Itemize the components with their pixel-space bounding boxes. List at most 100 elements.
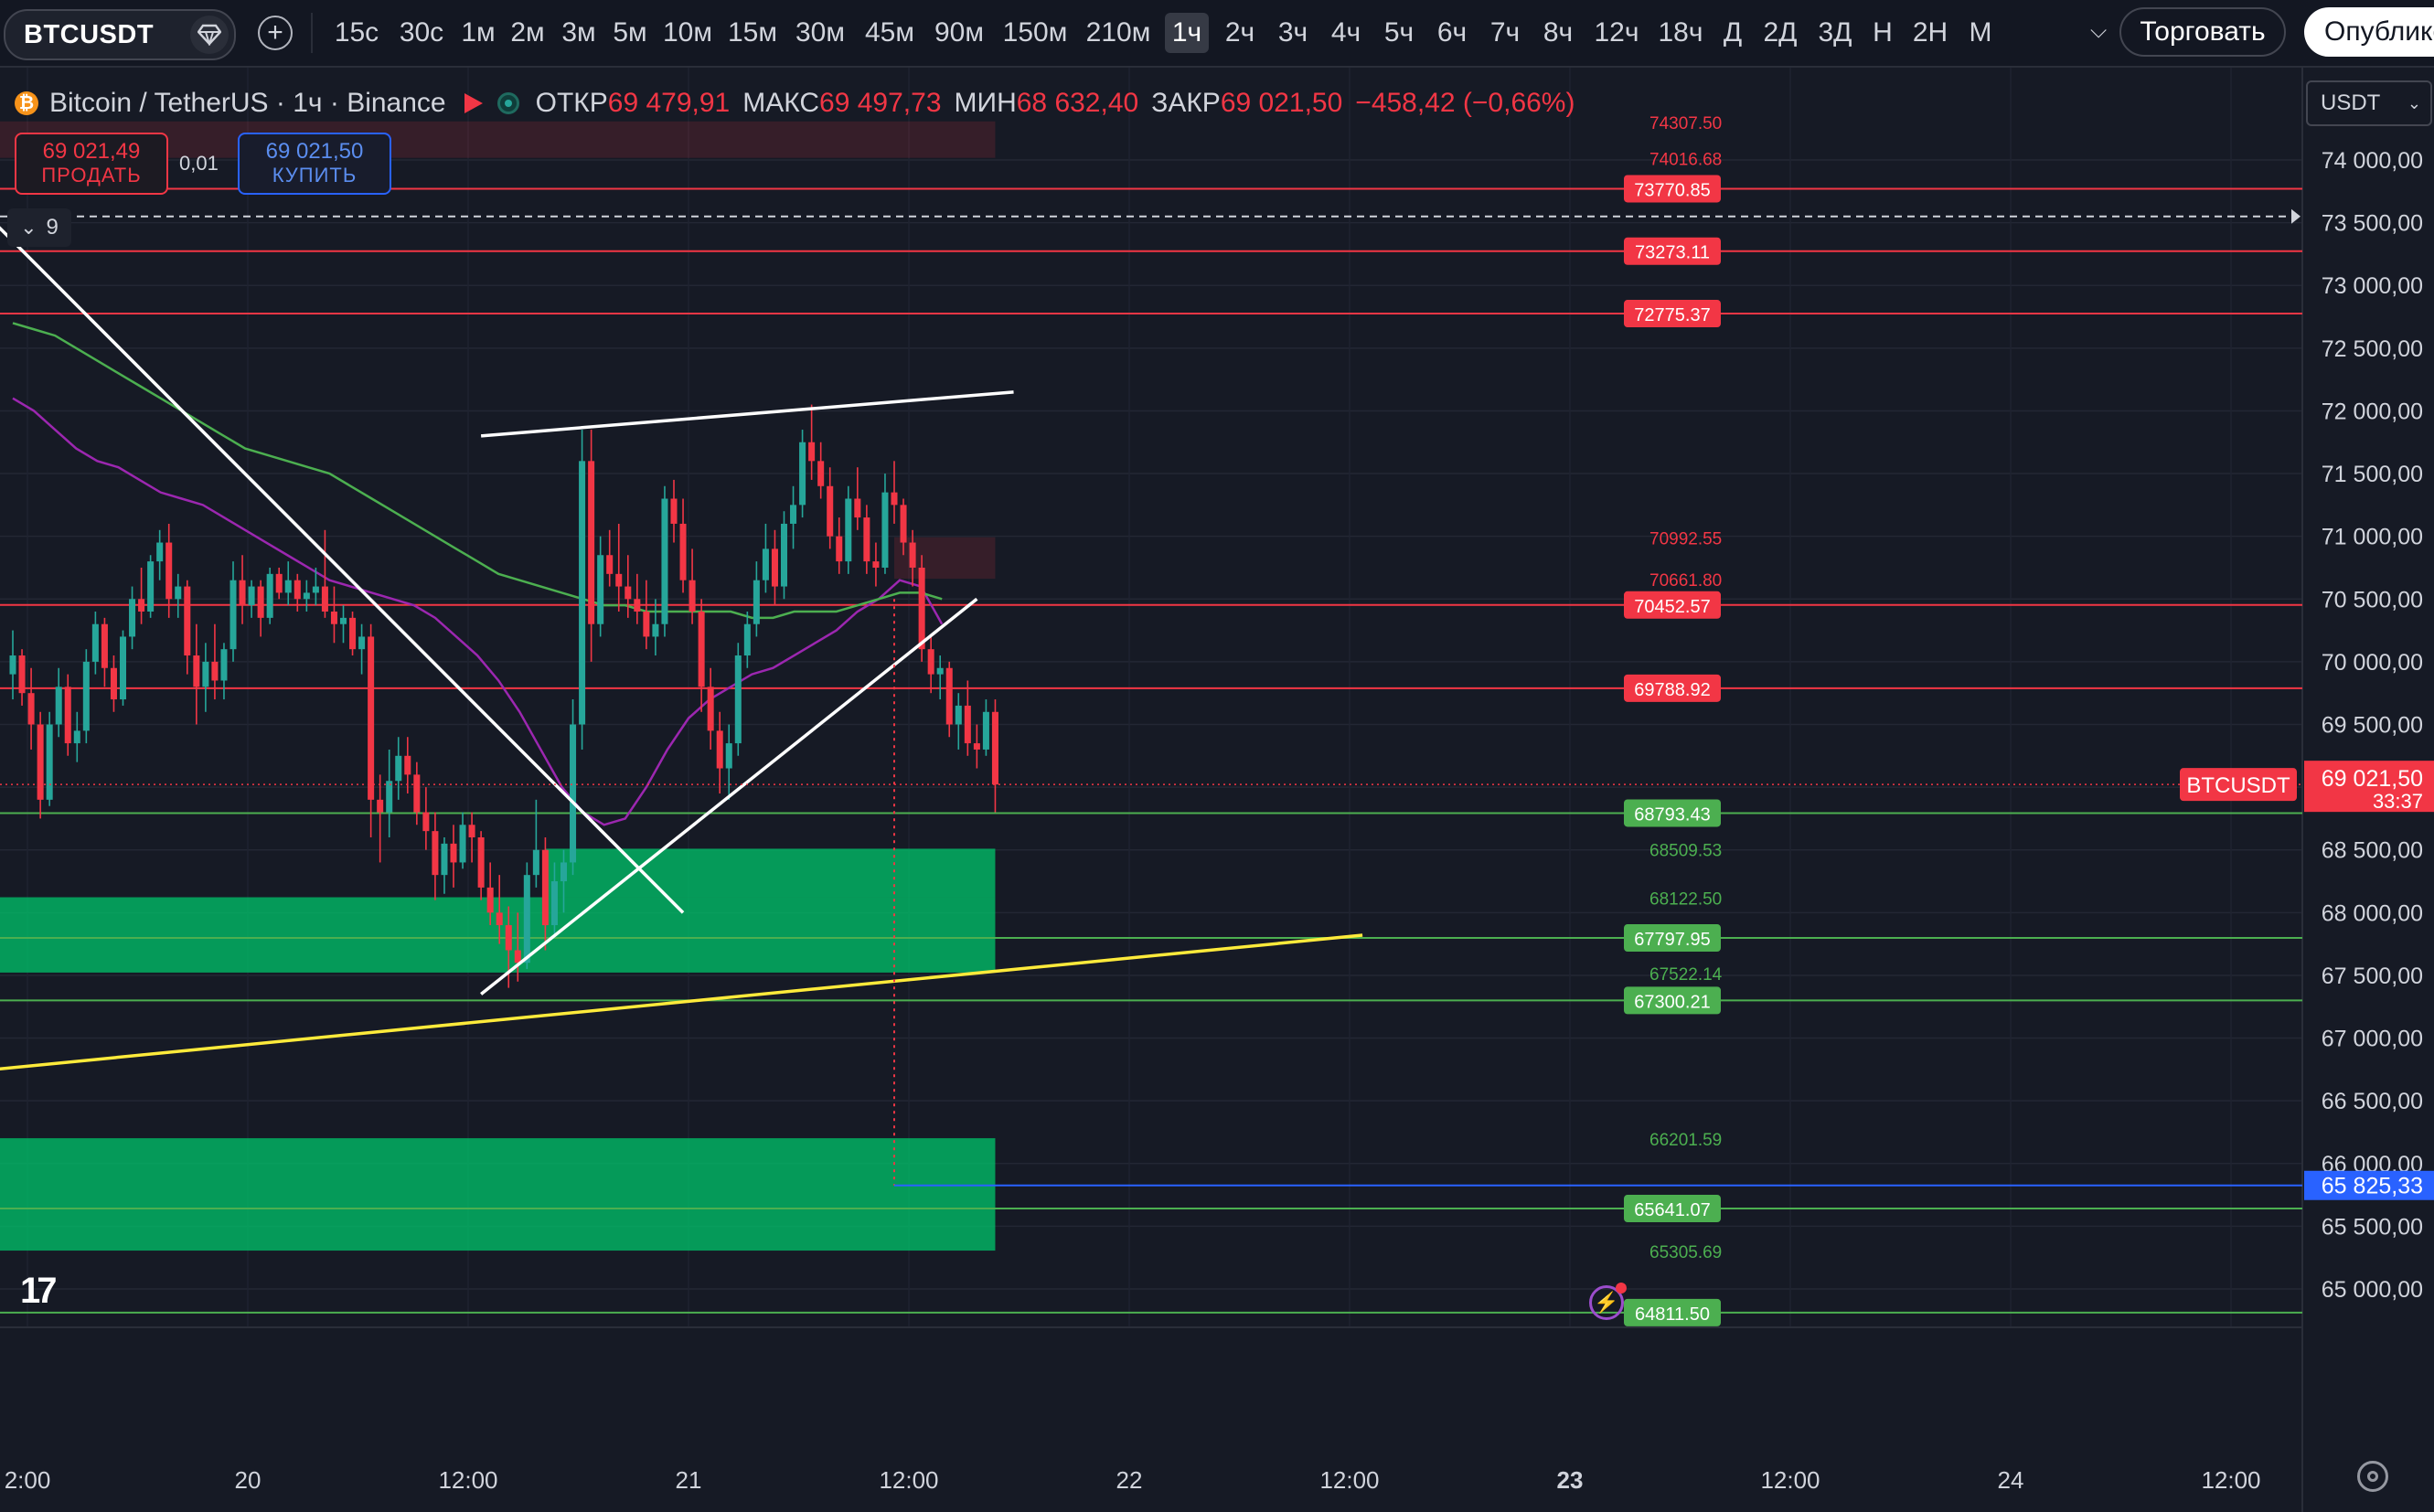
candle-body (330, 612, 337, 624)
interval-16[interactable]: 4ч (1330, 17, 1361, 48)
currency-select[interactable]: USDT ⌄ (2306, 80, 2432, 126)
candle-body (872, 561, 880, 568)
interval-6[interactable]: 10м (663, 17, 712, 48)
interval-0[interactable]: 15с (334, 17, 379, 48)
tradingview-logo[interactable]: 17 (20, 1271, 57, 1311)
market-status-icon (496, 92, 519, 114)
chart-legend: ₿ Bitcoin / TetherUS · 1ч · Binance ОТКР… (15, 88, 1575, 119)
price-tick-label: 68 500,00 (2322, 838, 2423, 864)
interval-18[interactable]: 6ч (1436, 17, 1468, 48)
interval-20[interactable]: 8ч (1543, 17, 1574, 48)
candle-body (147, 561, 155, 612)
interval-1[interactable]: 30с (399, 17, 444, 48)
interval-13[interactable]: 1ч (1165, 13, 1209, 53)
chevron-down-icon[interactable]: ⌵ (2090, 18, 2108, 43)
interval-8[interactable]: 30м (795, 17, 845, 48)
level-badge (1624, 591, 1721, 619)
time-tick-label: 24 (1998, 1466, 2024, 1494)
candle-body (523, 875, 530, 964)
currency-value: USDT (2321, 91, 2381, 115)
gear-icon[interactable] (2357, 1461, 2388, 1492)
candle-body (836, 536, 843, 562)
candle-body (845, 498, 852, 562)
level-badge (1624, 986, 1721, 1015)
time-tick-label: 23 (1557, 1466, 1584, 1494)
symbol-price-tag (2180, 768, 2297, 802)
time-tick-label: 22 (1116, 1466, 1143, 1494)
interval-9[interactable]: 45м (865, 17, 914, 48)
candle-body (202, 661, 209, 687)
target-price-badge (2304, 1170, 2434, 1200)
interval-21[interactable]: 12ч (1594, 17, 1639, 48)
interval-14[interactable]: 2ч (1224, 17, 1255, 48)
interval-17[interactable]: 5ч (1383, 17, 1414, 48)
interval-27[interactable]: 2Н (1912, 17, 1948, 48)
candle-body (827, 485, 834, 537)
toolbar-divider (311, 13, 313, 53)
candle-body (799, 442, 806, 506)
price-tick-label: 65 500,00 (2322, 1214, 2423, 1240)
candle-body (771, 548, 778, 587)
candle-body (73, 730, 80, 744)
interval-23[interactable]: Д (1723, 17, 1743, 48)
symbol-search[interactable]: BTCUSDT (4, 9, 236, 60)
interval-19[interactable]: 7ч (1489, 17, 1521, 48)
candle-body (91, 623, 99, 662)
candle-body (230, 580, 237, 650)
interval-11[interactable]: 150м (1002, 17, 1068, 48)
price-tick-label: 72 000,00 (2322, 399, 2423, 424)
candle-body (9, 655, 16, 675)
indicators-toggle[interactable]: ⌄ 9 (7, 208, 71, 247)
add-compare-icon[interactable]: + (258, 16, 293, 50)
interval-3[interactable]: 2м (510, 17, 545, 48)
candle-body (101, 623, 108, 668)
buy-button[interactable]: 69 021,50 КУПИТЬ (238, 133, 391, 195)
interval-25[interactable]: 3Д (1818, 17, 1852, 48)
time-tick-label: 20 (235, 1466, 262, 1494)
candle-body (239, 580, 246, 606)
price-chart[interactable]: 2:002012:002112:002212:002312:002412:002… (0, 68, 2434, 1512)
candle-body (643, 612, 650, 637)
trade-button[interactable]: Торговать (2119, 7, 2286, 57)
interval-4[interactable]: 3м (561, 17, 596, 48)
interval-10[interactable]: 90м (934, 17, 984, 48)
publish-button[interactable]: Опублико (2304, 7, 2434, 57)
interval-26[interactable]: Н (1873, 17, 1893, 48)
chevron-down-icon: ⌄ (2407, 93, 2421, 112)
candle-body (368, 636, 375, 800)
level-badge (1624, 237, 1721, 265)
time-tick-label: 12:00 (1760, 1466, 1820, 1494)
interval-12[interactable]: 210м (1085, 17, 1151, 48)
price-tick-label: 70 000,00 (2322, 650, 2423, 676)
candle-body (165, 542, 173, 600)
target-price-value: 65 825,33 (2322, 1174, 2423, 1199)
candle-body (863, 517, 870, 562)
candle-body (725, 743, 732, 769)
candle-body (588, 461, 595, 624)
interval-24[interactable]: 2Д (1763, 17, 1798, 48)
candle-body (413, 774, 421, 813)
flag-icon[interactable] (464, 93, 483, 113)
time-tick-label: 12:00 (2201, 1466, 2260, 1494)
candle-body (138, 599, 145, 612)
candle-body (64, 687, 71, 744)
buy-label: КУПИТЬ (272, 164, 358, 186)
lightning-icon[interactable]: ⚡ (1589, 1283, 1627, 1320)
buy-price: 69 021,50 (265, 139, 364, 164)
interval-7[interactable]: 15м (728, 17, 777, 48)
interval-15[interactable]: 3ч (1277, 17, 1308, 48)
interval-2[interactable]: 1м (461, 17, 496, 48)
candle-body (386, 781, 393, 813)
candle-body (973, 743, 980, 750)
zone-price-label: 74307.50 (1649, 114, 1722, 133)
candle-body (468, 825, 475, 837)
interval-28[interactable]: М (1969, 17, 1992, 48)
candle-body (891, 492, 898, 506)
interval-5[interactable]: 5м (613, 17, 647, 48)
sell-price: 69 021,49 (42, 139, 141, 164)
sell-button[interactable]: 69 021,49 ПРОДАТЬ (15, 133, 168, 195)
candle-body (46, 724, 53, 800)
interval-22[interactable]: 18ч (1658, 17, 1703, 48)
diamond-icon[interactable] (190, 16, 229, 54)
time-tick-label: 12:00 (1319, 1466, 1379, 1494)
